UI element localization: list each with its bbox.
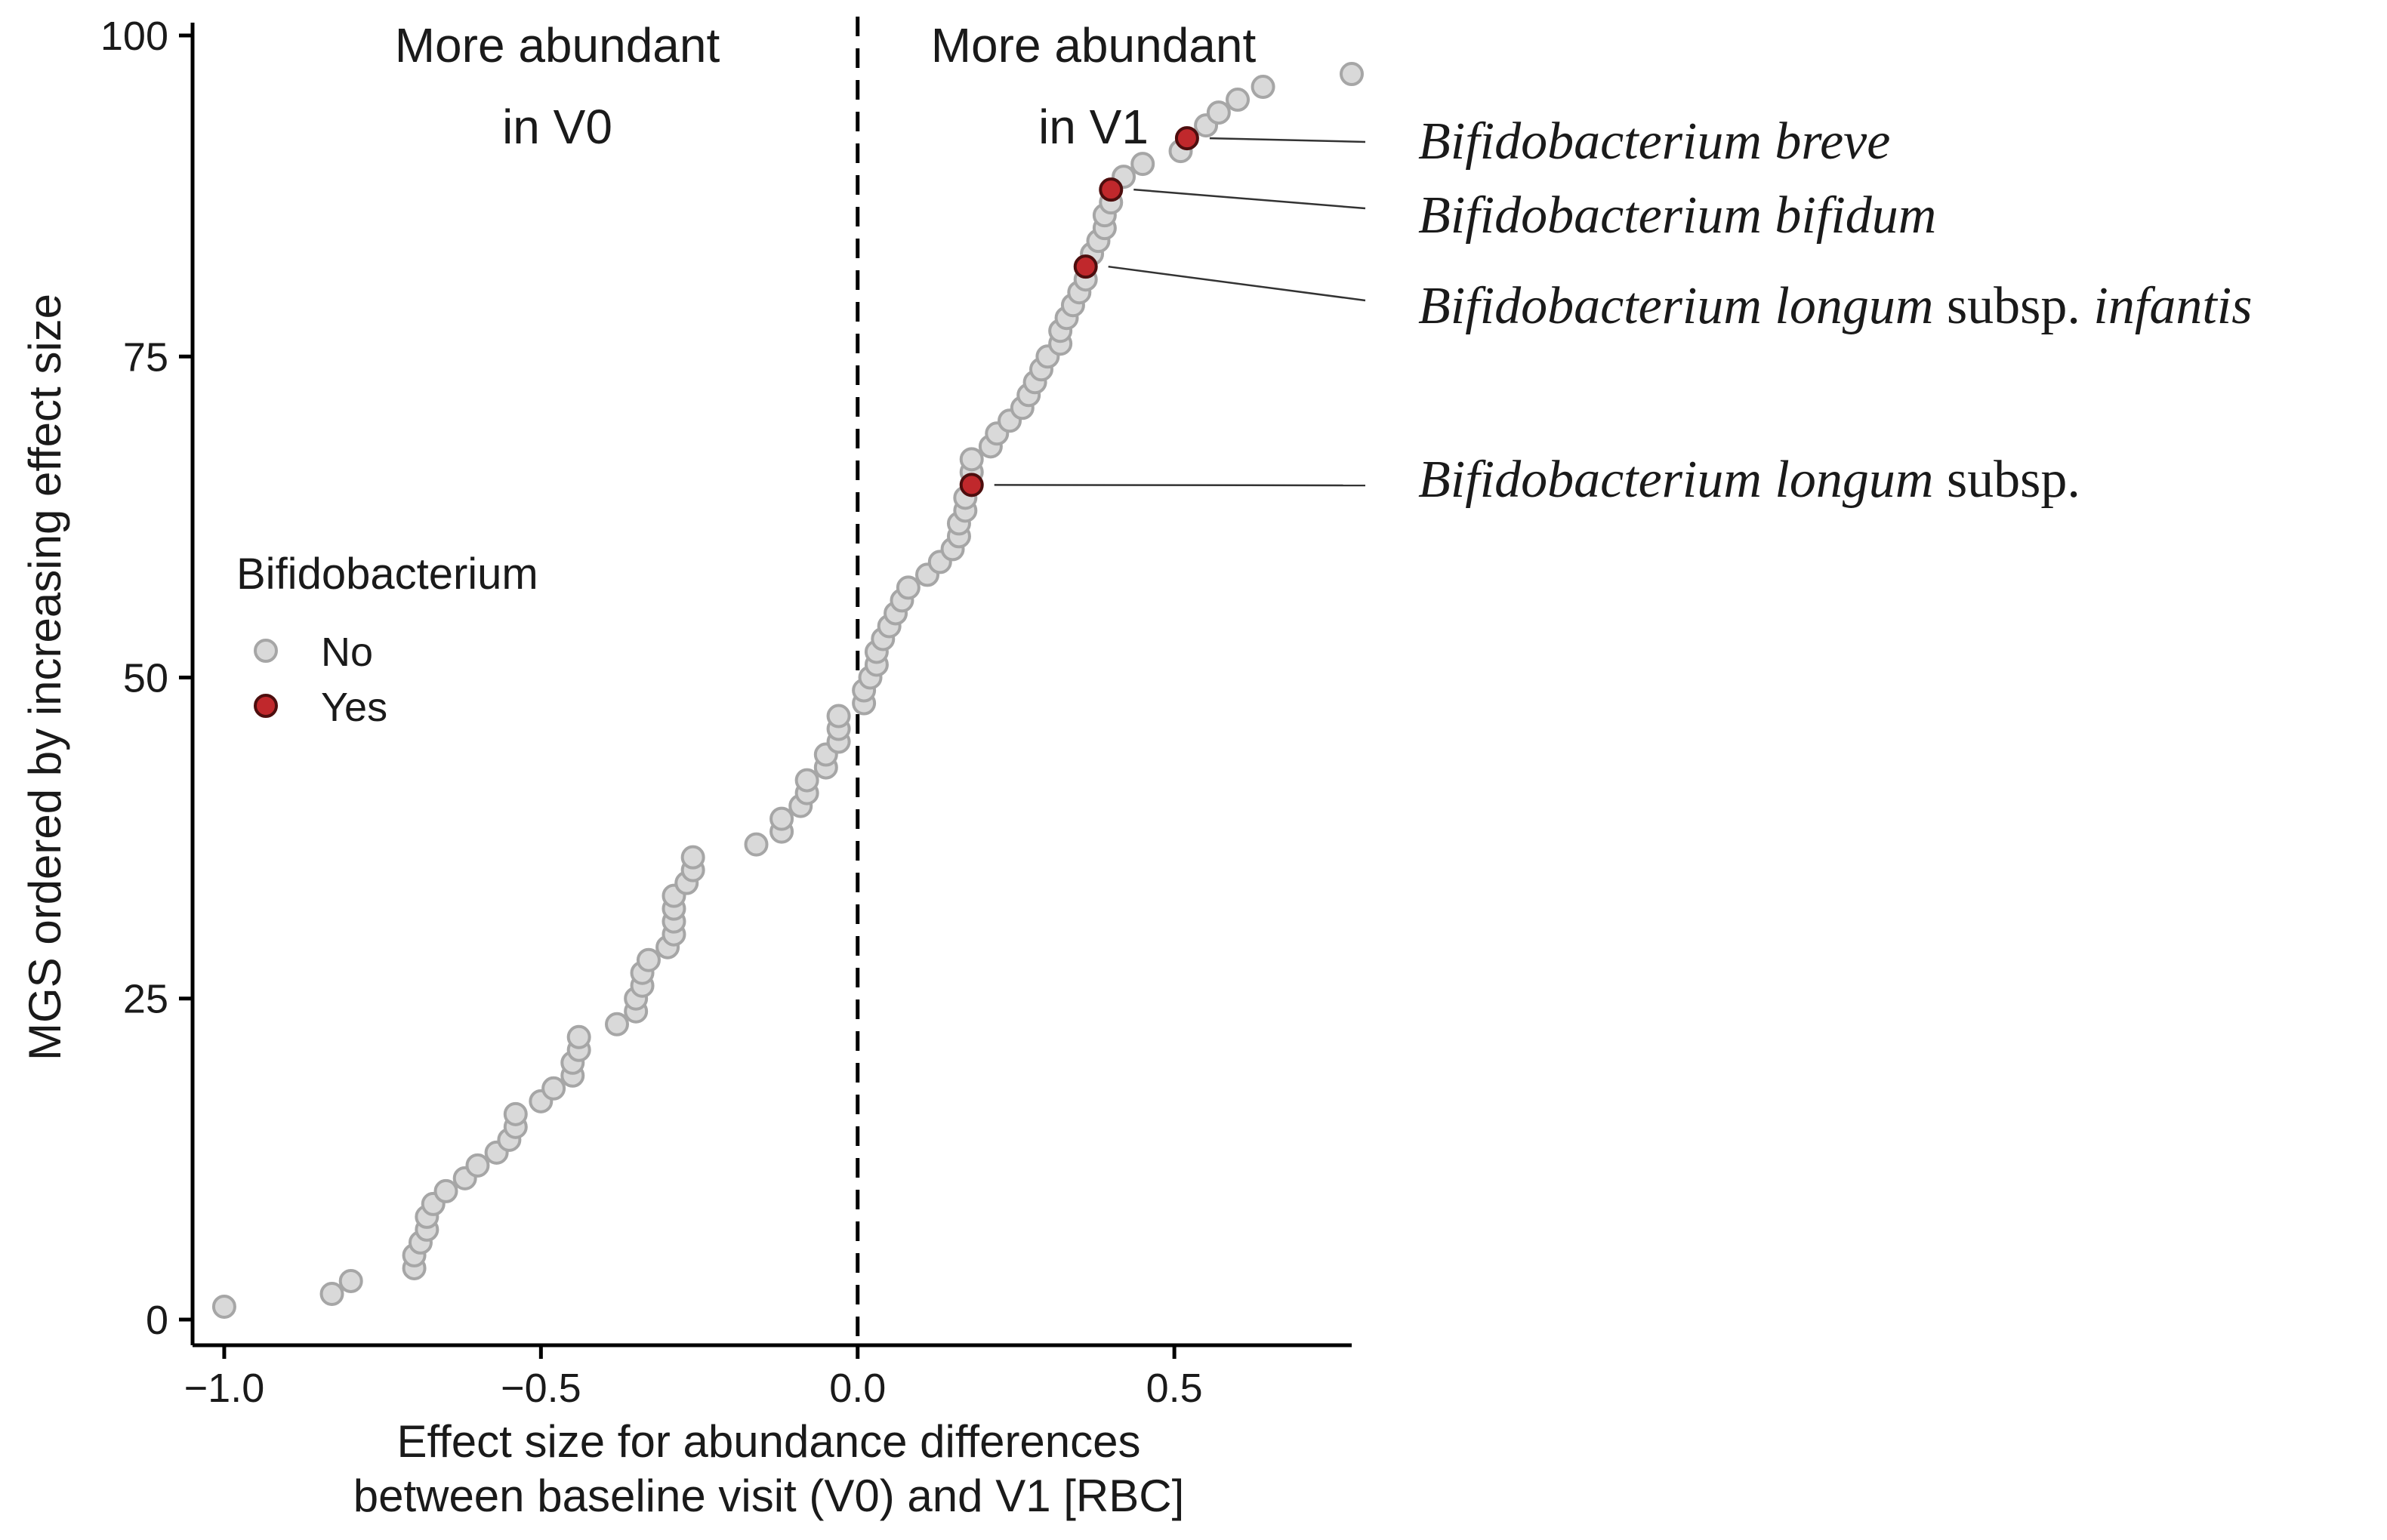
annotation-label: Bifidobacterium longum subsp. xyxy=(1418,451,2080,509)
legend-yes-label: Yes xyxy=(321,685,387,730)
point-other xyxy=(319,1281,344,1306)
point-bifidobacterium xyxy=(959,473,984,497)
x-tick-label: −0.5 xyxy=(501,1366,581,1411)
point-other xyxy=(1226,88,1251,112)
region-label-right: More abundant xyxy=(931,18,1257,72)
point-other xyxy=(1130,152,1155,177)
point-other xyxy=(959,447,984,472)
point-other xyxy=(744,832,769,857)
point-other xyxy=(503,1101,528,1126)
legend-title: Bifidobacterium xyxy=(236,550,538,599)
legend-no-marker xyxy=(254,639,278,663)
point-other xyxy=(826,704,851,728)
annotation-leader-line xyxy=(1209,137,1366,143)
annotation-label-part: Bifidobacterium breve xyxy=(1418,112,1890,171)
region-label-left: in V0 xyxy=(502,100,612,154)
annotation-label-part: infantis xyxy=(2093,277,2252,335)
annotation-label: Bifidobacterium breve xyxy=(1418,112,1890,171)
point-other xyxy=(1251,75,1275,100)
point-other xyxy=(338,1268,363,1293)
x-axis-ticks: −1.0 −0.5 0.0 0.5 xyxy=(184,1345,1203,1411)
annotation-leader-line xyxy=(1133,188,1366,210)
scatter-points xyxy=(211,62,1364,1319)
y-tick-label: 0 xyxy=(146,1298,168,1343)
point-other xyxy=(211,1294,236,1319)
point-other xyxy=(604,1012,629,1036)
point-other xyxy=(794,768,819,793)
point-other xyxy=(680,845,705,870)
x-tick-label: 0.0 xyxy=(829,1366,886,1411)
region-label-right: in V1 xyxy=(1038,100,1149,154)
y-tick-label: 100 xyxy=(100,14,168,59)
point-bifidobacterium xyxy=(1174,126,1199,151)
annotation-label-part: Bifidobacterium longum xyxy=(1418,277,1933,335)
x-axis-title-line-2: between baseline visit (V0) and V1 [RBC] xyxy=(353,1471,1185,1521)
region-labels: More abundant in V0 More abundant in V1 xyxy=(395,18,1257,154)
point-other xyxy=(465,1153,490,1178)
x-axis-title-line-1: Effect size for abundance differences xyxy=(396,1416,1140,1467)
legend-yes-marker xyxy=(254,694,278,718)
y-tick-label: 75 xyxy=(123,334,168,380)
annotation-label-part: Bifidobacterium longum xyxy=(1418,451,1933,509)
legend: Bifidobacterium No Yes xyxy=(236,550,538,730)
annotation-label: Bifidobacterium longum subsp. infantis xyxy=(1418,277,2252,335)
point-other xyxy=(896,575,921,600)
species-annotations: Bifidobacterium breve Bifidobacterium bif… xyxy=(994,112,2252,509)
region-label-left: More abundant xyxy=(395,18,720,72)
annotation-leader-line xyxy=(1108,265,1366,302)
annotation-label-part: subsp. xyxy=(1933,451,2080,509)
point-other xyxy=(769,806,794,831)
point-other xyxy=(541,1076,566,1101)
point-other xyxy=(1206,100,1231,125)
point-other xyxy=(566,1024,591,1049)
x-tick-label: −1.0 xyxy=(184,1366,265,1411)
legend-no-label: No xyxy=(321,630,373,675)
annotation-label-part: Bifidobacterium bifidum xyxy=(1418,186,1936,245)
point-bifidobacterium xyxy=(1073,254,1098,279)
y-tick-label: 50 xyxy=(123,655,168,701)
point-other xyxy=(636,947,661,972)
x-tick-label: 0.5 xyxy=(1146,1366,1203,1411)
annotation-label-part: subsp. xyxy=(1933,277,2093,335)
y-tick-label: 25 xyxy=(123,977,168,1022)
y-axis-title: MGS ordered by increasing effect size xyxy=(20,294,70,1061)
annotation-label: Bifidobacterium bifidum xyxy=(1418,186,1936,245)
point-bifidobacterium xyxy=(1099,177,1124,202)
point-other xyxy=(1340,62,1364,87)
point-other xyxy=(433,1178,458,1203)
y-axis-ticks: 0 25 50 75 100 xyxy=(100,14,193,1343)
